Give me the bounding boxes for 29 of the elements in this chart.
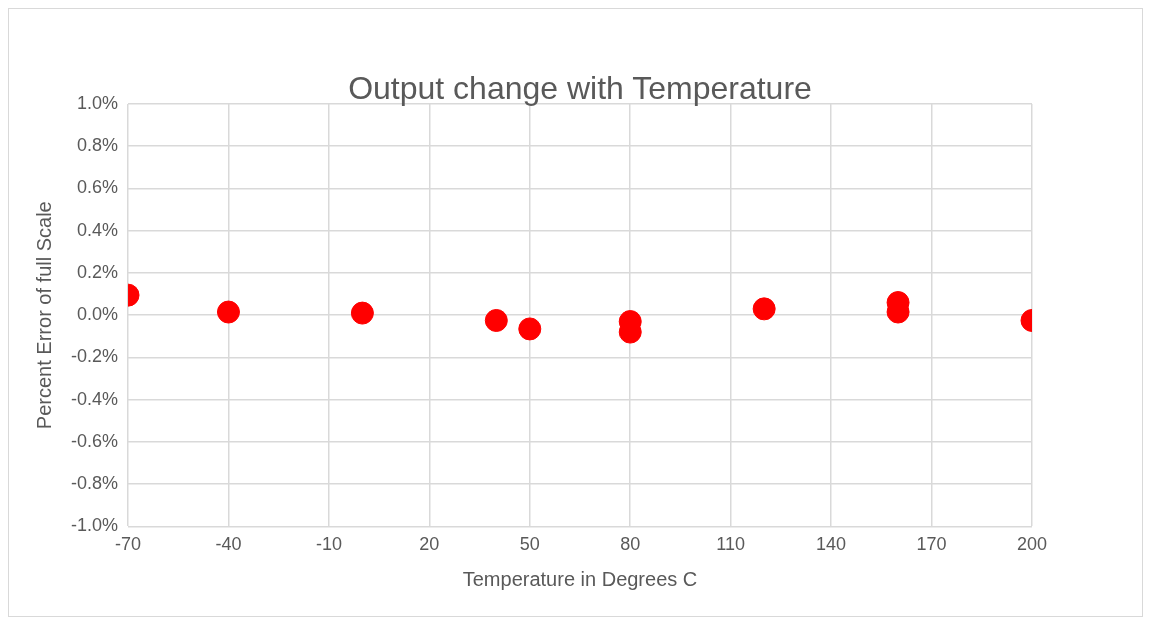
y-tick-label: 0.6% <box>76 177 119 198</box>
point <box>518 317 542 341</box>
y-tick-label: -0.6% <box>70 430 119 451</box>
y-tick-label: -0.4% <box>70 388 119 409</box>
x-tick-label: 80 <box>620 534 641 555</box>
point <box>216 300 240 324</box>
point <box>484 308 508 332</box>
x-tick-label: 140 <box>816 534 847 555</box>
point <box>752 297 776 321</box>
y-tick-label: 0.8% <box>76 135 119 156</box>
y-tick-label: 1.0% <box>76 92 119 113</box>
x-tick-label: 170 <box>916 534 947 555</box>
x-tick-label: 20 <box>419 534 440 555</box>
x-tick-label: 110 <box>716 534 746 555</box>
x-tick-label: -70 <box>115 534 142 555</box>
y-axis-title: Percent Error of full Scale <box>32 201 55 430</box>
y-tick-label: 0.0% <box>76 304 119 325</box>
x-tick-label: 50 <box>519 534 540 555</box>
x-tick-label: -10 <box>315 534 342 555</box>
x-axis-title: Temperature in Degrees C <box>462 567 698 590</box>
point <box>350 301 374 325</box>
x-tick-label: 200 <box>1016 534 1048 555</box>
y-tick-label: -0.2% <box>70 346 119 367</box>
y-tick-label: -0.8% <box>70 473 119 494</box>
y-tick-label: -1.0% <box>70 515 119 536</box>
y-tick-label: 0.2% <box>76 261 119 282</box>
x-tick-label: -40 <box>215 534 242 555</box>
y-tick-label: 0.4% <box>76 219 119 240</box>
chart-title: Output change with Temperature <box>348 69 812 106</box>
